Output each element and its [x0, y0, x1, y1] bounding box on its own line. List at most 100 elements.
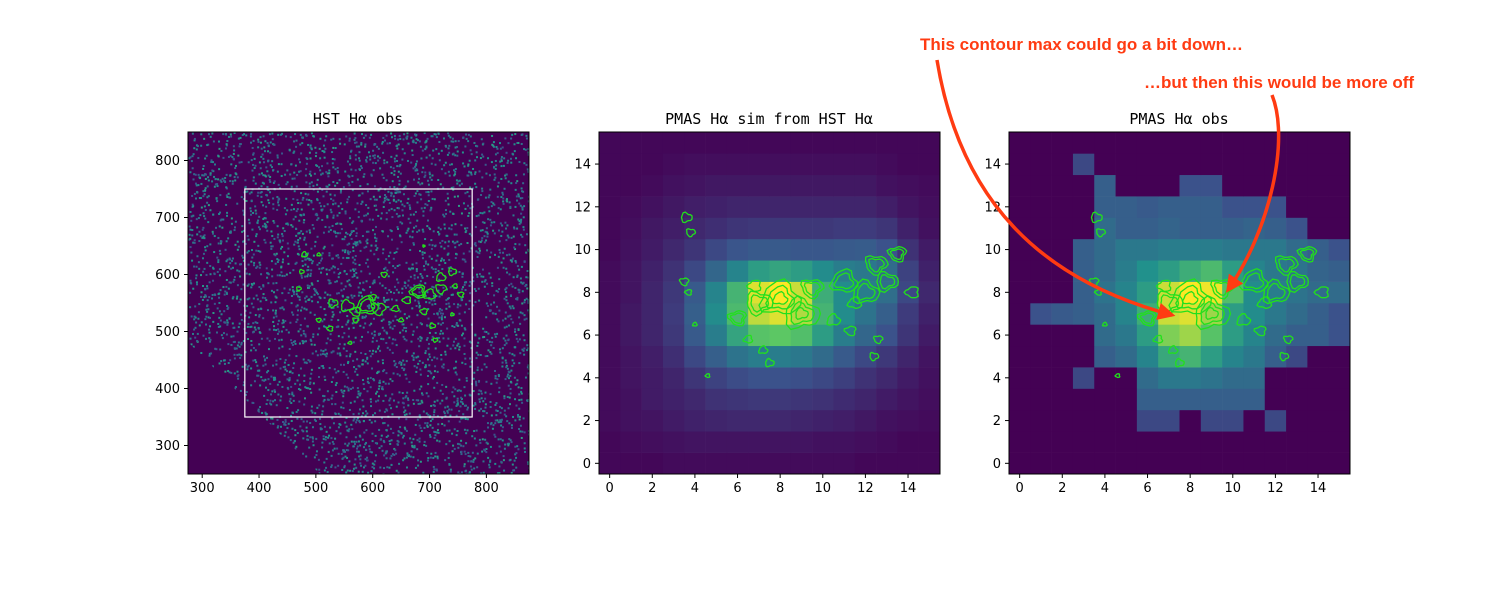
heatmap-cell — [1307, 345, 1329, 368]
noise-pixel — [527, 148, 529, 151]
heatmap-cell — [1030, 153, 1052, 176]
noise-pixel — [304, 192, 307, 195]
heatmap-cell — [1094, 238, 1116, 261]
noise-pixel — [445, 396, 448, 399]
noise-pixel — [399, 163, 402, 166]
heatmap-cell — [620, 281, 642, 304]
noise-pixel — [418, 177, 421, 180]
noise-pixel — [308, 382, 311, 385]
noise-pixel — [499, 142, 502, 145]
noise-pixel — [478, 398, 481, 401]
noise-pixel — [386, 142, 389, 145]
noise-pixel — [401, 158, 404, 161]
noise-pixel — [280, 395, 283, 398]
noise-pixel — [261, 379, 264, 382]
noise-pixel — [248, 192, 251, 195]
noise-pixel — [497, 229, 500, 232]
noise-pixel — [292, 340, 295, 343]
y-tick-label: 14 — [984, 158, 1001, 173]
noise-pixel — [413, 226, 416, 229]
heatmap-cell — [705, 281, 728, 304]
heatmap-cell — [1051, 409, 1074, 432]
noise-pixel — [266, 371, 269, 374]
noise-pixel — [331, 440, 334, 443]
heatmap-cell — [854, 132, 877, 154]
noise-pixel — [441, 399, 444, 402]
noise-pixel — [227, 192, 230, 195]
noise-pixel — [513, 376, 516, 379]
noise-pixel — [324, 436, 327, 439]
noise-pixel — [267, 369, 270, 372]
noise-pixel — [269, 402, 272, 405]
noise-pixel — [429, 176, 432, 179]
noise-pixel — [431, 359, 434, 362]
noise-pixel — [475, 384, 478, 387]
noise-pixel — [239, 143, 242, 146]
noise-pixel — [276, 170, 279, 173]
noise-pixel — [453, 233, 456, 236]
noise-pixel — [273, 325, 276, 328]
noise-pixel — [427, 200, 430, 203]
noise-pixel — [276, 289, 279, 292]
noise-pixel — [398, 362, 401, 365]
noise-pixel — [381, 449, 384, 452]
noise-pixel — [339, 352, 342, 355]
noise-pixel — [493, 221, 496, 224]
noise-pixel — [314, 419, 317, 422]
noise-pixel — [382, 136, 385, 139]
noise-pixel — [353, 275, 356, 278]
noise-pixel — [270, 301, 273, 304]
noise-pixel — [247, 283, 250, 286]
noise-pixel — [385, 179, 388, 182]
noise-pixel — [246, 190, 249, 193]
noise-pixel — [465, 377, 468, 380]
heatmap-cell — [684, 409, 706, 432]
heatmap-cell — [1051, 345, 1074, 368]
noise-pixel — [398, 431, 401, 434]
noise-pixel — [467, 214, 470, 217]
noise-pixel — [389, 378, 392, 381]
noise-pixel — [344, 442, 347, 445]
noise-pixel — [260, 201, 263, 204]
noise-pixel — [204, 249, 207, 252]
noise-pixel — [293, 171, 296, 174]
noise-pixel — [385, 451, 388, 454]
noise-pixel — [521, 206, 524, 209]
contour-line — [803, 281, 822, 297]
noise-pixel — [299, 367, 302, 370]
heatmap-cell — [705, 367, 728, 389]
noise-pixel — [363, 316, 366, 319]
noise-pixel — [356, 373, 359, 376]
noise-pixel — [193, 239, 196, 242]
noise-pixel — [378, 307, 381, 310]
noise-pixel — [385, 435, 388, 438]
heatmap-cell — [1158, 431, 1180, 453]
noise-pixel — [243, 198, 246, 201]
noise-pixel — [331, 311, 334, 314]
noise-pixel — [252, 176, 255, 179]
noise-pixel — [208, 331, 211, 334]
noise-pixel — [371, 462, 374, 465]
noise-pixel — [371, 466, 374, 469]
contour-line — [757, 344, 769, 354]
heatmap-cell — [599, 174, 621, 197]
noise-pixel — [231, 182, 234, 185]
noise-pixel — [310, 372, 313, 375]
noise-pixel — [424, 203, 427, 206]
noise-pixel — [265, 413, 268, 416]
noise-pixel — [336, 182, 339, 185]
heatmap-cell — [854, 367, 877, 389]
noise-pixel — [396, 159, 399, 162]
noise-pixel — [474, 401, 477, 404]
noise-pixel — [299, 170, 302, 173]
noise-pixel — [414, 299, 417, 302]
noise-pixel — [419, 145, 422, 148]
noise-pixel — [441, 268, 444, 271]
noise-pixel — [347, 430, 350, 433]
noise-pixel — [490, 161, 493, 164]
noise-pixel — [300, 192, 303, 195]
noise-pixel — [441, 393, 444, 396]
noise-pixel — [382, 151, 385, 154]
noise-pixel — [498, 386, 501, 389]
noise-pixel — [289, 321, 292, 324]
